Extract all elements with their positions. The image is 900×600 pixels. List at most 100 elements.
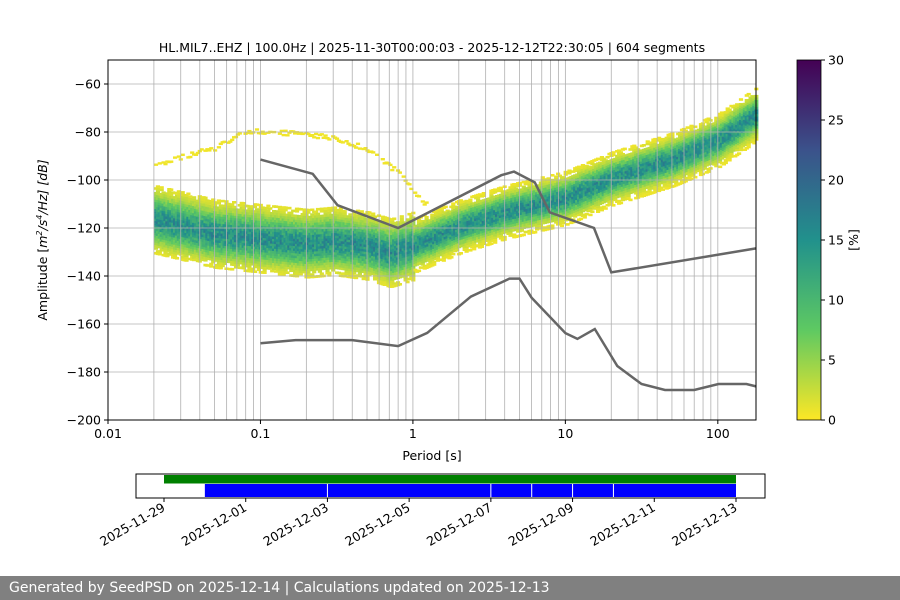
psd-cell <box>386 217 391 221</box>
psd-cell <box>373 275 378 279</box>
psd-outlier-cell <box>365 149 370 152</box>
psd-outlier-cell <box>354 146 359 149</box>
psd-outlier-cell <box>237 132 242 135</box>
psd-cell <box>489 194 494 197</box>
psd-cell <box>159 188 164 192</box>
psd-outlier-cell <box>213 149 218 152</box>
psd-cell <box>498 186 503 190</box>
psd-cell <box>359 210 364 213</box>
psd-cell <box>291 209 296 213</box>
psd-cell <box>220 199 225 203</box>
psd-cell <box>192 258 197 262</box>
psd-cell <box>233 266 239 269</box>
psd-cell <box>247 265 252 268</box>
psd-cell <box>226 202 231 206</box>
psd-cell <box>157 250 162 254</box>
psd-cell <box>184 259 189 262</box>
psd-cell <box>354 274 359 277</box>
psd-cell <box>413 268 418 272</box>
psd-cell <box>253 270 258 273</box>
psd-cell <box>420 263 425 266</box>
psd-cell <box>458 252 463 255</box>
psd-cell <box>174 252 180 255</box>
psd-cell <box>481 194 486 197</box>
psd-outlier-cell <box>176 155 181 158</box>
psd-outlier-cell <box>363 147 368 150</box>
psd-outlier-cell <box>199 148 204 151</box>
psd-cell <box>294 210 300 213</box>
psd-cell <box>289 211 294 215</box>
psd-cell <box>159 186 164 189</box>
psd-cell <box>188 197 193 201</box>
psd-cell <box>451 252 456 256</box>
psd-cell <box>493 188 498 191</box>
psd-cell <box>277 270 282 274</box>
psd-outlier-cell <box>386 162 391 165</box>
psd-cell <box>447 254 452 257</box>
psd-outlier-cell <box>392 166 397 169</box>
psd-cell <box>476 198 481 202</box>
psd-cell <box>262 271 267 274</box>
psd-outlier-cell <box>230 138 235 142</box>
psd-cell <box>254 208 260 211</box>
psd-cell <box>399 217 404 221</box>
psd-cell <box>213 203 218 207</box>
psd-outlier-cell <box>357 147 362 150</box>
psd-cell <box>336 271 341 275</box>
psd-cell <box>435 256 441 260</box>
psd-cell <box>399 220 404 223</box>
psd-cell <box>342 210 347 213</box>
psd-cell <box>498 237 503 240</box>
psd-outlier-cell <box>245 131 250 135</box>
psd-cell <box>430 213 435 217</box>
psd-outlier-cell <box>371 151 376 154</box>
psd-outlier-cell <box>222 140 227 143</box>
psd-cell <box>437 212 442 216</box>
psd-cell <box>180 191 185 194</box>
psd-cell <box>306 271 311 274</box>
psd-cell <box>365 278 370 281</box>
psd-cell <box>416 221 422 225</box>
psd-cell <box>249 207 254 211</box>
psd-cell <box>472 247 477 251</box>
psd-outlier-cell <box>281 133 286 137</box>
psd-cell <box>451 202 456 205</box>
psd-outlier-cell <box>277 132 282 135</box>
psd-cell <box>390 222 395 226</box>
psd-cell <box>205 264 210 267</box>
psd-cell <box>281 211 286 214</box>
psd-cell <box>230 268 235 271</box>
psd-outlier-cell <box>355 142 361 145</box>
psd-cell <box>388 282 393 286</box>
psd-cell <box>538 224 543 228</box>
psd-cell <box>306 276 311 279</box>
psd-cell <box>407 212 412 216</box>
psd-cell <box>493 236 498 239</box>
psd-cell <box>535 225 540 229</box>
chart-title: HL.MIL7..EHZ | 100.0Hz | 2025-11-30T00:0… <box>159 40 705 55</box>
psd-cell <box>455 205 460 209</box>
psd-outlier-cell <box>327 138 332 141</box>
psd-cell <box>211 260 216 264</box>
psd-cell <box>310 213 315 216</box>
psd-outlier-cell <box>216 146 221 149</box>
psd-cell <box>464 247 469 251</box>
psd-cell <box>354 276 359 280</box>
psd-cell <box>399 215 404 218</box>
psd-cell <box>392 217 397 221</box>
psd-cell <box>235 263 240 267</box>
psd-outlier-cell <box>315 136 321 140</box>
psd-cell <box>253 205 258 209</box>
psd-cell <box>232 201 237 204</box>
psd-cell <box>323 207 328 210</box>
psd-cell <box>256 266 261 269</box>
psd-cell <box>283 206 288 209</box>
psd-cell <box>361 277 366 281</box>
psd-cell <box>298 208 303 211</box>
psd-cell <box>432 210 437 213</box>
psd-outlier-cell <box>287 131 292 134</box>
psd-cell <box>477 193 483 196</box>
psd-cell <box>481 192 486 195</box>
psd-cell <box>533 230 538 234</box>
psd-cell <box>512 233 517 236</box>
